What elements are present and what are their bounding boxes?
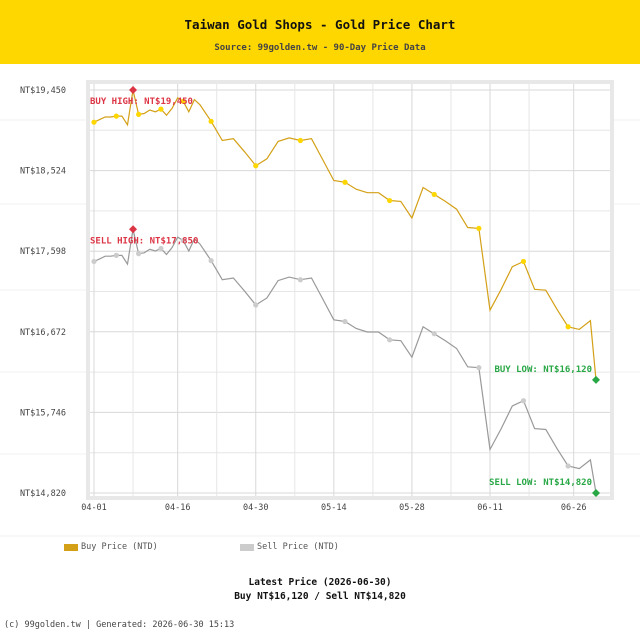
chart-title: Taiwan Gold Shops - Gold Price Chart [184, 17, 456, 32]
y-tick-label: NT$15,746 [20, 408, 66, 418]
legend-label-buy: Buy Price (NTD) [81, 542, 158, 552]
low-marker-buy [592, 375, 600, 384]
data-point-sell [297, 277, 303, 283]
high-label-buy: BUY HIGH: NT$19,450 [90, 97, 193, 107]
latest-price-values: Buy NT$16,120 / Sell NT$14,820 [234, 591, 406, 602]
low-marker-sell [592, 489, 600, 497]
x-tick-label: 04-01 [81, 503, 107, 513]
data-point-sell [158, 245, 164, 252]
x-tick-label: 06-26 [561, 503, 587, 513]
series-line-sell [93, 229, 597, 494]
x-tick-label: 05-28 [399, 503, 425, 513]
data-point-buy [520, 258, 527, 265]
x-tick-label: 06-11 [477, 503, 503, 513]
footer-text: (c) 99golden.tw | Generated: 2026-06-30 … [4, 620, 235, 630]
data-point-buy [342, 179, 348, 185]
series-line-buy [93, 89, 597, 380]
y-tick-label: NT$17,598 [20, 247, 66, 257]
data-point-sell [253, 302, 259, 308]
data-point-buy [158, 106, 164, 112]
data-point-buy [297, 137, 303, 144]
latest-price-title: Latest Price (2026-06-30) [248, 577, 392, 588]
data-point-buy [387, 197, 393, 204]
data-point-sell [520, 398, 527, 404]
plot-area [90, 84, 610, 496]
legend-item-buy: Buy Price (NTD) [64, 542, 158, 552]
data-point-sell [136, 251, 142, 257]
data-point-sell [91, 258, 97, 265]
y-tick-label: NT$18,524 [20, 167, 66, 177]
data-point-buy [476, 225, 482, 231]
high-label-sell: SELL HIGH: NT$17,850 [90, 236, 198, 246]
x-tick-label: 04-30 [243, 503, 269, 513]
data-point-sell [113, 252, 119, 258]
data-point-sell [476, 365, 482, 371]
low-label-sell: SELL LOW: NT$14,820 [489, 478, 592, 488]
legend-label-sell: Sell Price (NTD) [257, 542, 339, 552]
data-point-buy [431, 191, 437, 198]
data-point-sell [387, 337, 393, 343]
y-tick-label: NT$14,820 [20, 489, 66, 499]
data-point-buy [565, 324, 571, 330]
chart-legend: Buy Price (NTD) Sell Price (NTD) [0, 536, 640, 560]
data-point-buy [113, 113, 119, 119]
x-tick-label: 04-16 [165, 503, 191, 513]
data-point-buy [91, 119, 97, 125]
data-point-buy [136, 111, 142, 117]
data-point-sell [342, 318, 348, 325]
y-tick-label: NT$19,450 [20, 86, 66, 96]
x-tick-label: 05-14 [321, 503, 347, 513]
data-point-buy [208, 118, 214, 124]
data-point-buy [180, 98, 186, 104]
low-label-buy: BUY LOW: NT$16,120 [494, 365, 592, 375]
data-point-sell [180, 237, 186, 244]
data-point-buy [253, 163, 259, 169]
high-marker-buy [129, 86, 138, 94]
legend-item-sell: Sell Price (NTD) [240, 542, 339, 552]
data-point-sell [431, 331, 437, 337]
latest-price-box: Latest Price (2026-06-30) Buy NT$16,120 … [0, 576, 640, 604]
header-banner: Taiwan Gold Shops - Gold Price Chart Sou… [0, 0, 640, 64]
legend-swatch-sell [240, 543, 254, 551]
chart-subtitle: Source: 99golden.tw - 90-Day Price Data [214, 43, 426, 53]
legend-swatch-buy [64, 543, 78, 551]
price-chart: NT$19,450 NT$18,524 NT$17,598 NT$16,672 NT$1… [0, 80, 640, 537]
data-point-sell [565, 463, 571, 469]
y-tick-label: NT$16,672 [20, 328, 66, 338]
data-point-sell [208, 258, 214, 264]
high-marker-sell [129, 225, 138, 234]
